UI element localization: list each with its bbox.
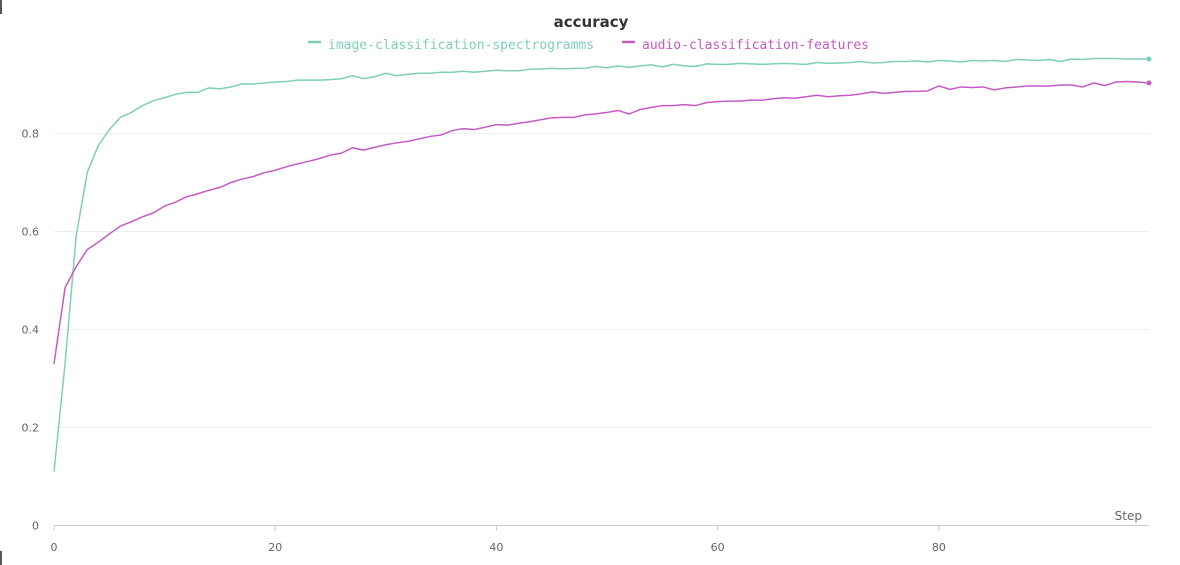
grid xyxy=(54,133,1149,428)
x-axis-label: Step xyxy=(1115,509,1142,523)
x-tick-label: 0 xyxy=(51,541,58,554)
x-tick-label: 60 xyxy=(711,541,725,554)
left-edge-tick-top xyxy=(0,0,2,14)
plot-area xyxy=(53,56,1152,472)
chart-title: accuracy xyxy=(554,13,629,31)
x-tick-label: 40 xyxy=(489,541,503,554)
y-tick-label: 0.8 xyxy=(22,128,40,141)
legend-label-image-classification: image-classification-spectrogramms xyxy=(328,38,594,53)
series-endpoint-audio-classification xyxy=(1146,80,1152,86)
legend: image-classification-spectrogramms audio… xyxy=(308,38,869,53)
series-line-image-classification[interactable] xyxy=(53,57,1149,472)
series-line-audio-classification[interactable] xyxy=(53,80,1150,364)
x-tick-label: 20 xyxy=(268,541,282,554)
x-tick-label: 80 xyxy=(932,541,946,554)
left-edge-tick-bottom xyxy=(0,551,2,565)
x-axis: 0 20 40 60 80 xyxy=(51,525,1149,554)
series-endpoint-image-classification xyxy=(1146,56,1152,62)
y-tick-label: 0.6 xyxy=(22,226,40,239)
y-axis: 0 0.2 0.4 0.6 0.8 xyxy=(22,128,40,533)
y-tick-label: 0.2 xyxy=(22,422,40,435)
y-tick-label: 0 xyxy=(32,520,39,533)
legend-label-audio-classification: audio-classification-features xyxy=(642,38,869,53)
legend-item-image-classification[interactable]: image-classification-spectrogramms xyxy=(308,38,594,53)
y-tick-label: 0.4 xyxy=(22,324,40,337)
legend-item-audio-classification[interactable]: audio-classification-features xyxy=(622,38,869,53)
